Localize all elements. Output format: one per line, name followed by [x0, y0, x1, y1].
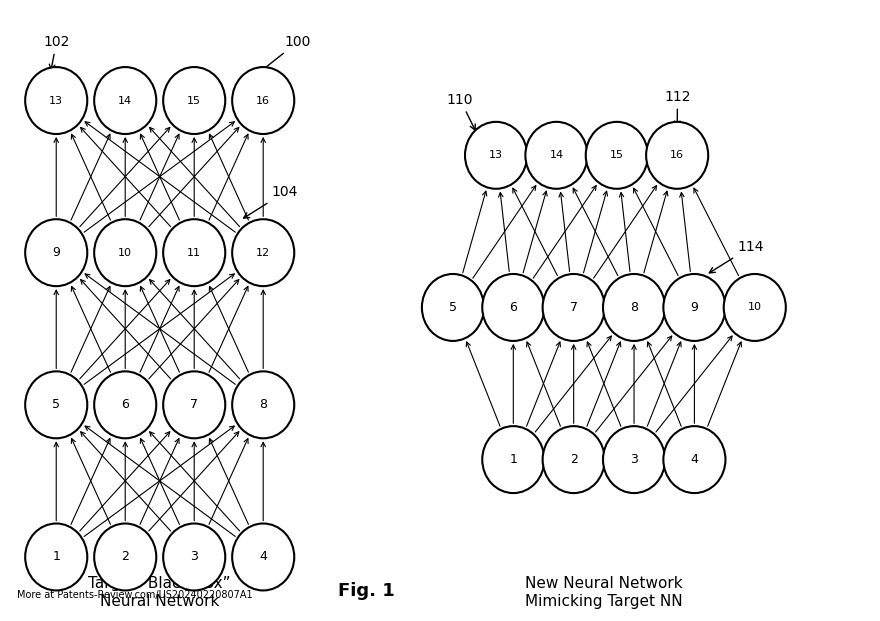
- Text: More at Patents-Review.com/US20240220807A1: More at Patents-Review.com/US20240220807…: [18, 589, 253, 600]
- Text: 5: 5: [449, 301, 457, 314]
- Text: 9: 9: [52, 246, 60, 259]
- Ellipse shape: [482, 426, 545, 493]
- Text: 10: 10: [118, 248, 132, 258]
- Ellipse shape: [232, 524, 294, 591]
- Ellipse shape: [26, 371, 87, 438]
- Text: 2: 2: [569, 453, 577, 466]
- Text: 4: 4: [691, 453, 699, 466]
- Text: Target “Black Box”
Neural Network: Target “Black Box” Neural Network: [89, 576, 231, 609]
- Ellipse shape: [586, 122, 648, 189]
- Ellipse shape: [94, 67, 157, 134]
- Text: 5: 5: [52, 398, 60, 411]
- Text: New Neural Network
Mimicking Target NN: New Neural Network Mimicking Target NN: [525, 576, 683, 609]
- Ellipse shape: [163, 524, 225, 591]
- Ellipse shape: [543, 426, 605, 493]
- Ellipse shape: [163, 67, 225, 134]
- Text: 13: 13: [489, 150, 503, 160]
- Ellipse shape: [94, 524, 157, 591]
- Ellipse shape: [232, 67, 294, 134]
- Text: 16: 16: [671, 150, 684, 160]
- Text: 6: 6: [121, 398, 129, 411]
- Text: 100: 100: [258, 35, 312, 73]
- Text: 8: 8: [630, 301, 638, 314]
- Text: 1: 1: [510, 453, 517, 466]
- Text: 2: 2: [121, 550, 129, 563]
- Ellipse shape: [543, 274, 605, 341]
- Ellipse shape: [26, 67, 87, 134]
- Text: 12: 12: [256, 248, 270, 258]
- Text: 3: 3: [190, 550, 198, 563]
- Ellipse shape: [94, 371, 157, 438]
- Ellipse shape: [646, 122, 708, 189]
- Text: 6: 6: [510, 301, 517, 314]
- Text: 3: 3: [630, 453, 638, 466]
- Ellipse shape: [94, 219, 157, 286]
- Ellipse shape: [723, 274, 786, 341]
- Ellipse shape: [525, 122, 588, 189]
- Ellipse shape: [664, 274, 725, 341]
- Ellipse shape: [26, 219, 87, 286]
- Text: 15: 15: [187, 96, 202, 106]
- Ellipse shape: [232, 219, 294, 286]
- Text: 1: 1: [52, 550, 60, 563]
- Text: 10: 10: [748, 302, 762, 312]
- Text: 102: 102: [43, 35, 70, 70]
- Text: 13: 13: [49, 96, 63, 106]
- Text: 114: 114: [709, 240, 764, 273]
- Text: Fig. 1: Fig. 1: [338, 582, 395, 600]
- Ellipse shape: [163, 219, 225, 286]
- Text: 4: 4: [260, 550, 268, 563]
- Ellipse shape: [163, 371, 225, 438]
- Text: 14: 14: [118, 96, 132, 106]
- Ellipse shape: [603, 426, 665, 493]
- Text: 110: 110: [447, 93, 475, 130]
- Text: 104: 104: [244, 185, 298, 218]
- Text: 11: 11: [187, 248, 202, 258]
- Text: 8: 8: [260, 398, 268, 411]
- Text: 15: 15: [610, 150, 624, 160]
- Ellipse shape: [603, 274, 665, 341]
- Text: 7: 7: [569, 301, 577, 314]
- Text: 112: 112: [664, 89, 691, 127]
- Text: 14: 14: [549, 150, 563, 160]
- Text: 7: 7: [190, 398, 198, 411]
- Ellipse shape: [664, 426, 725, 493]
- Ellipse shape: [232, 371, 294, 438]
- Ellipse shape: [26, 524, 87, 591]
- Text: 9: 9: [691, 301, 699, 314]
- Ellipse shape: [422, 274, 484, 341]
- Text: 16: 16: [256, 96, 270, 106]
- Ellipse shape: [482, 274, 545, 341]
- Ellipse shape: [465, 122, 527, 189]
